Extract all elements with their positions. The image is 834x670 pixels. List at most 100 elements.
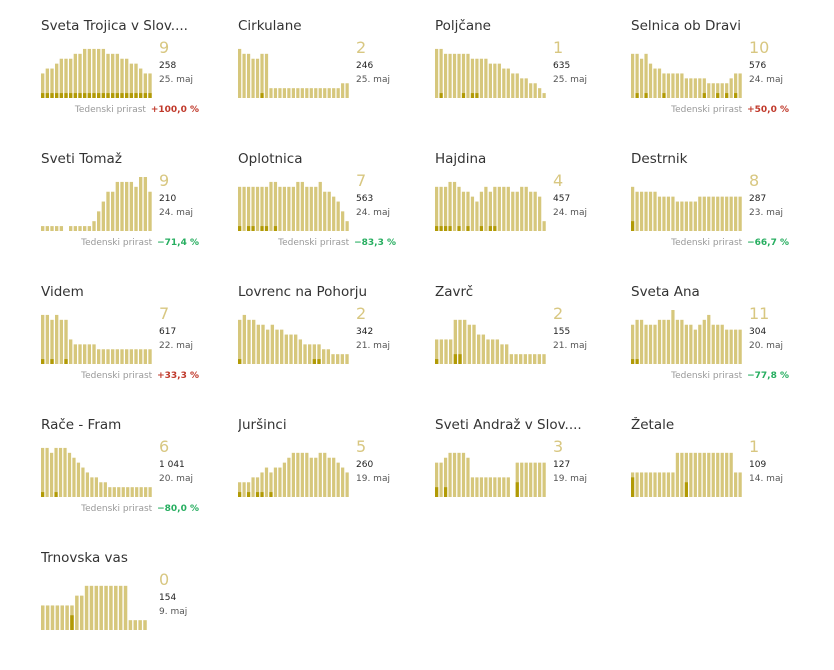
cumulative-bar <box>497 477 501 497</box>
cumulative-bar <box>711 324 715 364</box>
weekly-growth-value: +33,3 % <box>157 371 199 381</box>
cumulative-bar <box>711 452 715 497</box>
cumulative-bar <box>101 349 106 364</box>
cumulative-bar <box>684 201 688 231</box>
cumulative-bar <box>50 68 54 98</box>
cumulative-bar <box>666 319 671 364</box>
new-cases-bar <box>101 93 106 98</box>
cumulative-bar <box>734 329 738 364</box>
cumulative-bar <box>242 53 246 98</box>
cumulative-bar <box>327 191 331 231</box>
cumulative-bar <box>698 196 702 231</box>
last-update-date: 22. maj <box>159 341 193 351</box>
cumulative-bar <box>139 487 143 497</box>
cumulative-bar <box>287 88 291 98</box>
cumulative-bar <box>73 53 78 98</box>
new-cases-bar <box>260 492 264 497</box>
cumulative-bar <box>336 88 340 98</box>
cumulative-bar <box>125 181 129 231</box>
cumulative-bar <box>314 88 318 98</box>
cumulative-bar <box>125 349 129 364</box>
cumulative-bar <box>725 329 729 364</box>
weekly-growth-label: Tedenski prirast <box>74 105 146 115</box>
weekly-growth-label: Tedenski prirast <box>671 238 743 248</box>
new-cases-bar <box>435 226 439 231</box>
cumulative-bar <box>716 324 720 364</box>
cumulative-bar <box>693 201 697 231</box>
cumulative-bar <box>435 339 439 364</box>
cumulative-bar <box>514 354 518 364</box>
cumulative-bar <box>457 186 461 231</box>
new-cases-bar <box>458 354 462 364</box>
cumulative-bar <box>529 83 533 98</box>
cumulative-bar <box>104 585 108 630</box>
cumulative-bar <box>439 339 444 364</box>
cumulative-bar <box>511 73 515 98</box>
cumulative-bar <box>135 487 139 497</box>
cumulative-bar <box>702 452 706 497</box>
cumulative-bar <box>519 354 523 364</box>
new-cases-bar <box>515 482 519 497</box>
cumulative-bar <box>475 201 479 231</box>
cumulative-bar <box>322 349 326 364</box>
cumulative-bar <box>720 83 724 98</box>
cumulative-bar <box>698 78 702 98</box>
cumulative-bar <box>488 63 492 98</box>
weekly-growth: Tedenski prirast −80,0 % <box>81 504 199 514</box>
cumulative-bar <box>470 58 475 98</box>
weekly-growth: Tedenski prirast −77,8 % <box>671 371 789 381</box>
cumulative-bar <box>520 186 524 231</box>
cumulative-bar <box>289 334 293 364</box>
bar-chart <box>41 447 152 497</box>
cumulative-bar <box>653 324 657 364</box>
cumulative-bar <box>261 324 265 364</box>
cumulative-bar <box>644 53 648 98</box>
last-update-date: 25. maj <box>356 75 390 85</box>
cumulative-bar <box>542 221 546 231</box>
cumulative-bar <box>461 191 466 231</box>
cumulative-bar <box>475 477 479 497</box>
cumulative-bar <box>41 314 45 364</box>
new-cases-bar <box>684 482 688 497</box>
cumulative-bar <box>345 221 349 231</box>
chart-title: Žetale <box>631 417 675 433</box>
chart-title: Oplotnica <box>238 151 303 167</box>
cumulative-bar <box>332 196 336 231</box>
cumulative-bar <box>303 344 307 364</box>
new-cases-bar <box>488 226 492 231</box>
cumulative-bar <box>444 339 448 364</box>
cumulative-bar <box>693 452 697 497</box>
cumulative-bar <box>114 585 118 630</box>
new-cases-bar <box>644 93 648 98</box>
cumulative-bar <box>106 53 110 98</box>
new-cases-bar <box>73 93 78 98</box>
cumulative-bar <box>278 88 282 98</box>
cumulative-bar <box>500 344 504 364</box>
cumulative-bar <box>101 48 106 98</box>
cumulative-bar <box>69 226 73 231</box>
new-cases-bar <box>70 615 74 630</box>
cumulative-bar <box>475 58 479 98</box>
cumulative-bar <box>631 53 635 98</box>
new-cases-bar <box>50 359 54 364</box>
cumulative-bar <box>635 191 639 231</box>
cumulative-bar <box>671 310 675 364</box>
active-cases: 10 <box>749 38 770 57</box>
bar-chart <box>631 310 742 364</box>
cumulative-bar <box>689 201 693 231</box>
cumulative-bar <box>246 186 251 231</box>
cumulative-bar <box>528 354 532 364</box>
cumulative-bar <box>64 58 68 98</box>
bar-chart <box>631 53 742 98</box>
cumulative-bar <box>466 457 470 497</box>
cumulative-bar <box>716 196 720 231</box>
cumulative-bar <box>506 186 510 231</box>
cumulative-bar <box>657 68 662 98</box>
cumulative-bar <box>50 319 54 364</box>
municipality-card: Cirkulane 2 246 25. maj <box>238 18 408 138</box>
cumulative-bar <box>707 314 711 364</box>
new-cases-bar <box>125 93 129 98</box>
cumulative-bar <box>520 462 524 497</box>
cumulative-bar <box>312 344 317 364</box>
bar-chart <box>435 319 546 364</box>
